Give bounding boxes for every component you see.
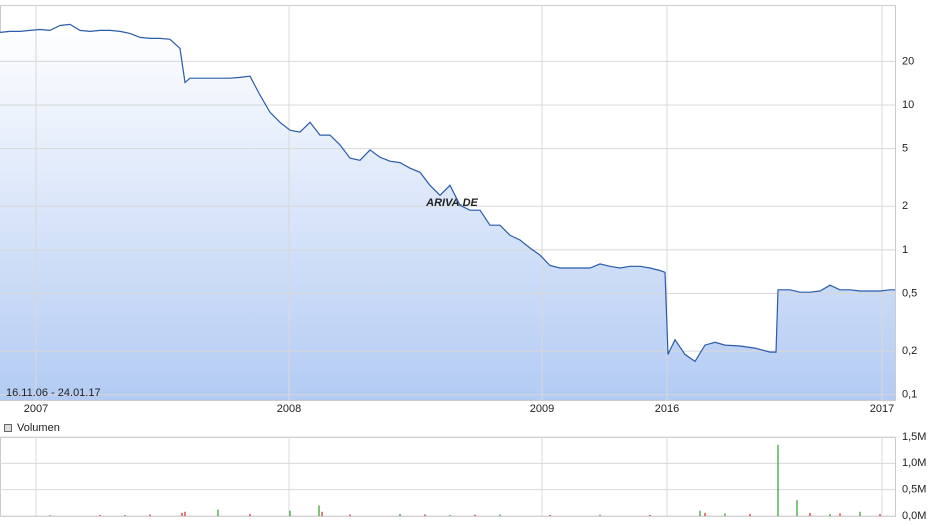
price-line: [0, 23, 895, 363]
volume-bar: [318, 505, 320, 516]
y-tick-label: 1,0M: [902, 457, 926, 469]
volume-bar: [349, 514, 351, 516]
x-tick-label: 2008: [277, 403, 301, 415]
y-tick-label: 1: [902, 244, 908, 256]
date-range: 16.11.06 - 24.01.17: [6, 387, 101, 399]
volume-bar: [449, 514, 451, 516]
volume-bar: [149, 514, 151, 516]
x-tick-label: 2009: [530, 403, 554, 415]
price-area: [0, 24, 895, 401]
volume-bar: [704, 512, 706, 516]
volume-bar: [499, 514, 501, 516]
y-tick-label: 2: [902, 200, 908, 212]
volume-bar: [321, 511, 323, 516]
volume-bar: [124, 514, 126, 516]
x-tick-label: 2016: [655, 403, 679, 415]
price-panel: 20 10 5 2 1 0,5 0,2 0,1 2007 2008 2009 2016 2017 ARIV…: [0, 5, 917, 415]
legend-icon: [4, 424, 12, 432]
y-tick-label: 10: [902, 99, 914, 111]
y-tick-label: 1,5M: [902, 431, 926, 443]
y-tick-label: 5: [902, 143, 908, 155]
volume-bar: [777, 444, 779, 516]
y-tick-label: 0,2: [902, 345, 917, 357]
volume-panel: Volumen 0,0M 0,5M 1,0M 1,5M: [0, 422, 926, 522]
x-tick-label: 2007: [24, 403, 48, 415]
y-tick-label: 0,0M: [902, 510, 926, 522]
volume-bar: [879, 513, 881, 516]
volume-bar: [839, 513, 841, 516]
y-tick-label: 0,1: [902, 389, 917, 401]
y-tick-label: 0,5: [902, 287, 917, 299]
y-tick-label: 0,5M: [902, 484, 926, 496]
volume-bar: [289, 510, 291, 516]
watermark: ARIVA.DE: [425, 197, 478, 209]
volume-bar: [474, 514, 476, 516]
volume-bar: [599, 514, 601, 516]
volume-bar: [49, 515, 51, 516]
volume-bar: [829, 513, 831, 516]
volume-bar: [699, 510, 701, 516]
volume-bar: [649, 514, 651, 516]
volume-bar: [749, 513, 751, 516]
volume-bar: [724, 513, 726, 516]
volume-bar: [99, 514, 101, 516]
legend-label: Volumen: [17, 422, 60, 434]
y-tick-label: 20: [902, 55, 914, 67]
volume-bar: [184, 511, 186, 516]
volume-bar: [859, 511, 861, 516]
volume-bar: [809, 512, 811, 516]
plot-frame: [0, 437, 896, 517]
volume-bar: [249, 513, 251, 516]
x-tick-label: 2017: [870, 403, 894, 415]
volume-bar: [399, 513, 401, 516]
volume-bar: [217, 509, 219, 516]
volume-bar: [796, 500, 798, 516]
volume-bar: [181, 512, 183, 516]
volume-bar: [424, 514, 426, 516]
volume-bar: [549, 514, 551, 516]
